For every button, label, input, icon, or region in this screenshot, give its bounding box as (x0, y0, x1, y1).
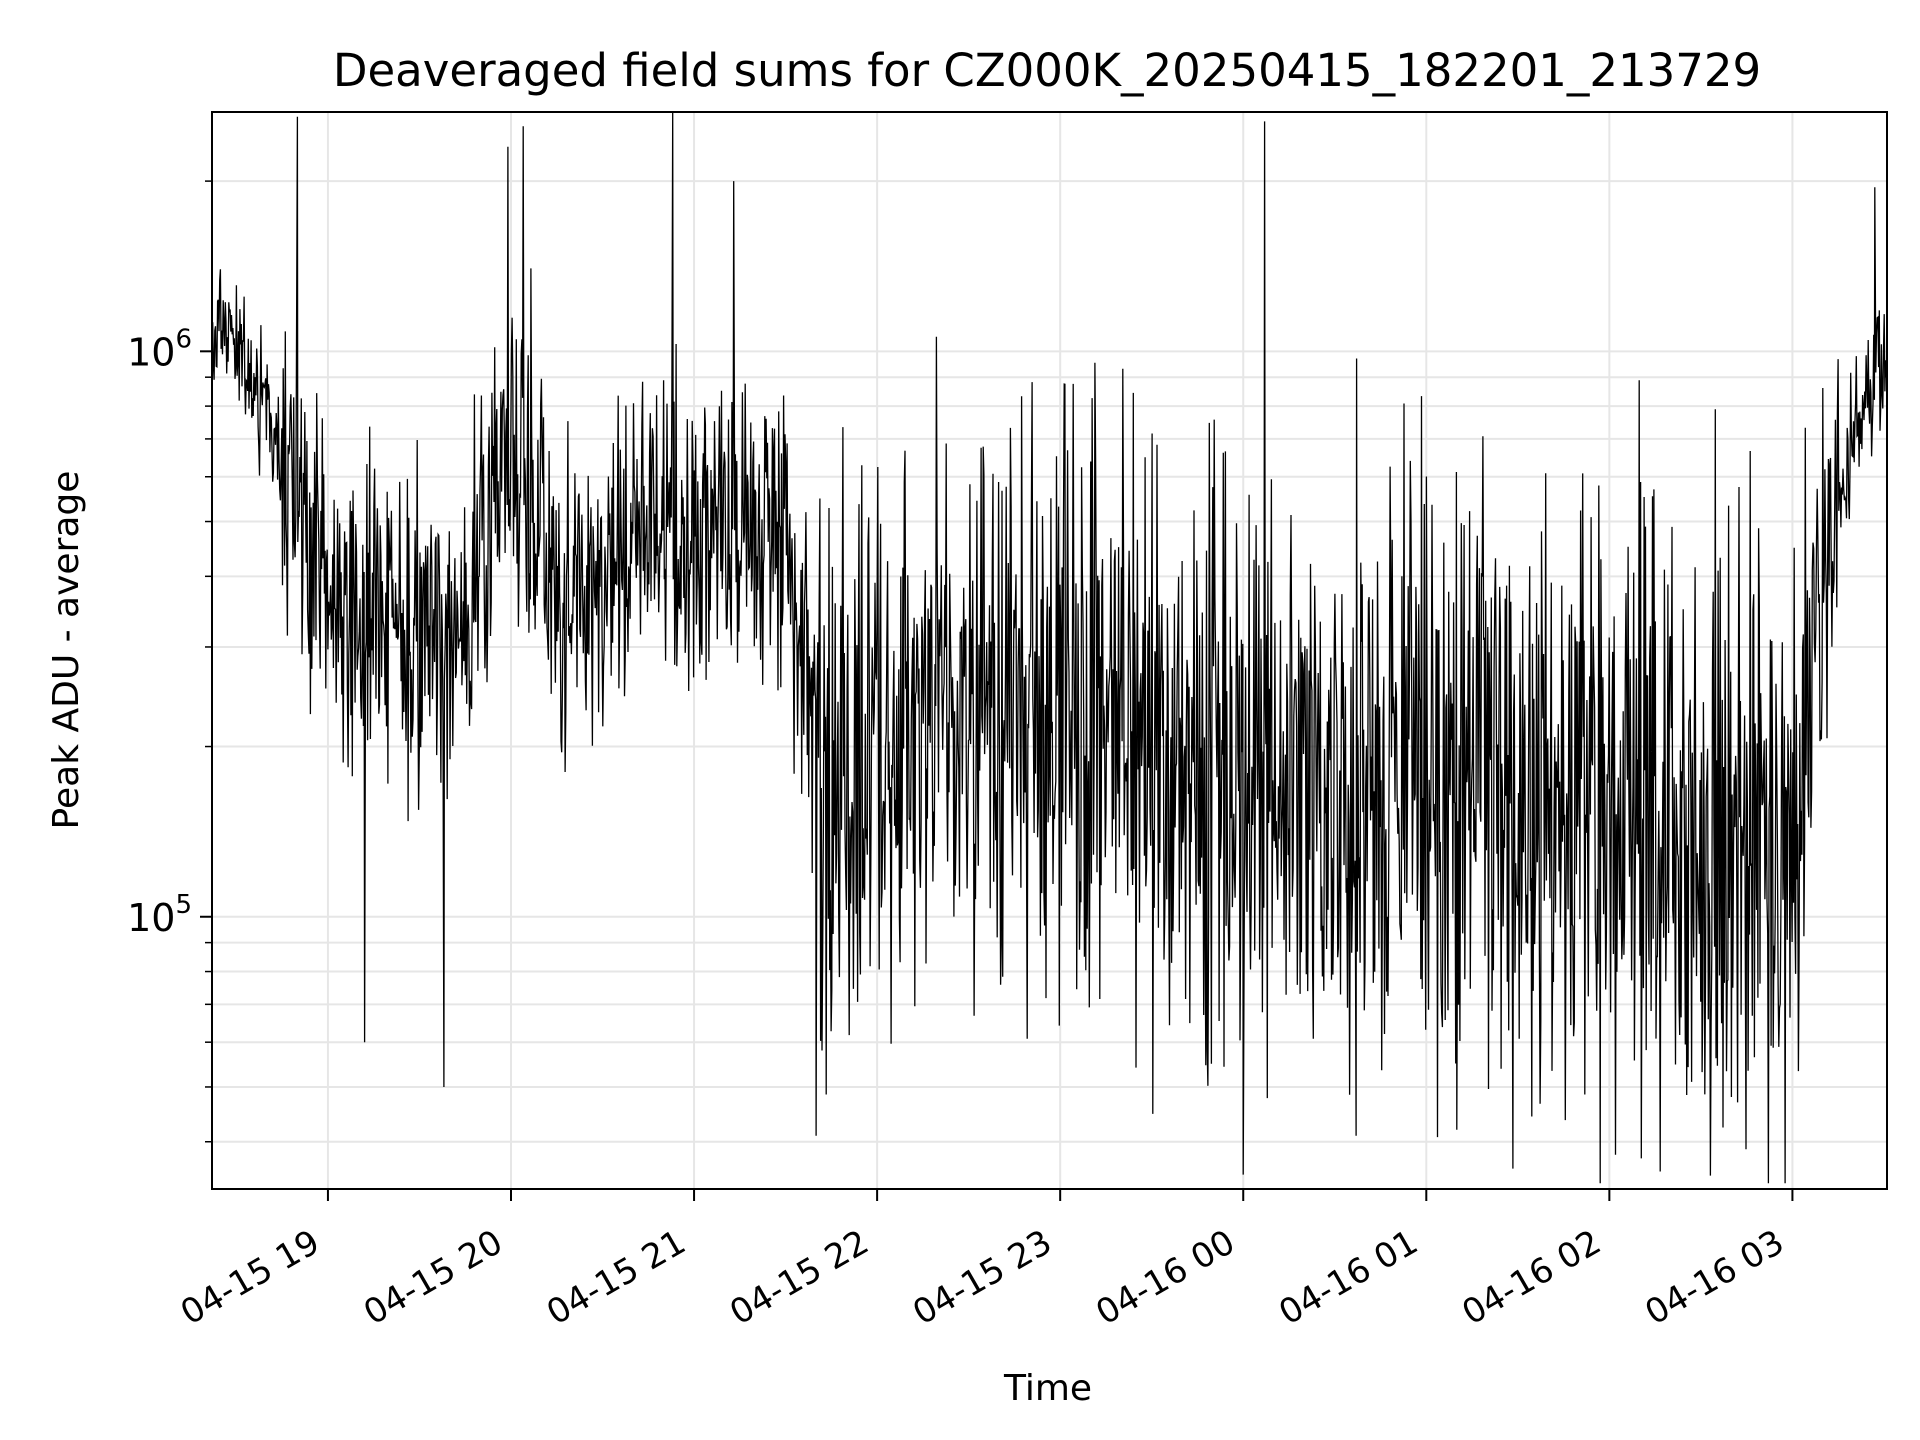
y-axis-label: Peak ADU - average (46, 471, 87, 830)
y-axis: 105 106 (127, 180, 212, 1143)
chart-title: Deaveraged field sums for CZ000K_2025041… (333, 44, 1761, 97)
y-tick-label: 106 (127, 324, 192, 374)
plot-frame (211, 111, 1888, 1190)
series-layer (211, 111, 1888, 1184)
series-line (211, 111, 1888, 1184)
grid (212, 112, 1887, 1189)
y-tick-label: 105 (127, 890, 192, 940)
x-axis-label: Time (1003, 1368, 1092, 1409)
